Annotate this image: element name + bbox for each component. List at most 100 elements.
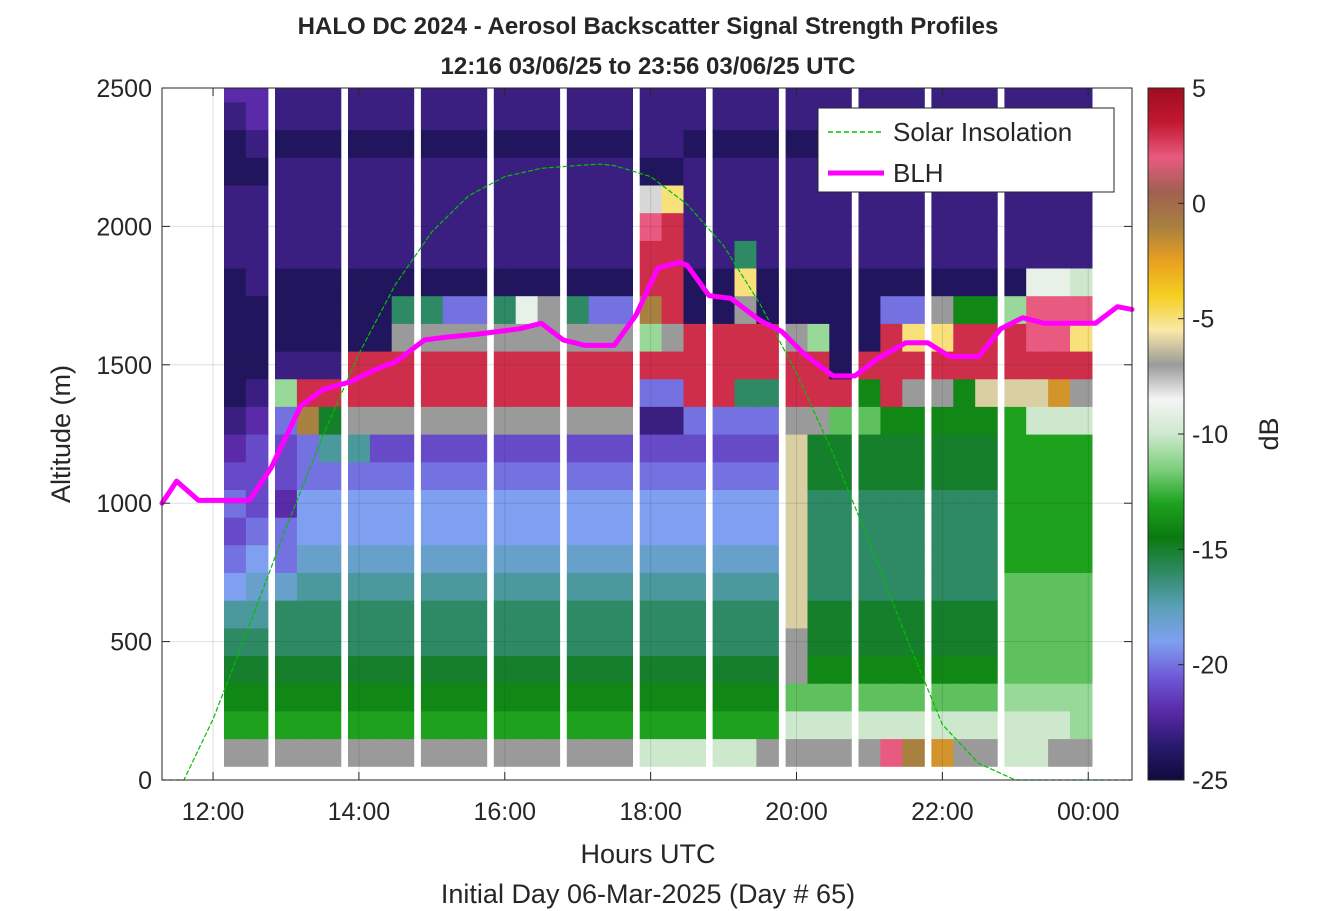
heatmap-cell: [318, 295, 342, 324]
heatmap-cell: [639, 240, 663, 269]
heatmap-cell: [537, 267, 561, 297]
heatmap-cell: [493, 129, 517, 158]
heatmap-cell: [661, 544, 685, 573]
heatmap-cell: [610, 157, 633, 186]
heatmap-cell: [1004, 544, 1027, 573]
blh-line: [159, 259, 1135, 506]
heatmap-cell: [442, 351, 466, 380]
colorbar: 5 0 -5 -10 -15 -20 -25 dB: [1147, 75, 1284, 795]
heatmap-cell: [829, 212, 852, 241]
heatmap-cell: [880, 351, 903, 380]
heatmap-cell: [442, 295, 466, 324]
heatmap-cell: [931, 378, 954, 407]
heatmap-cell: [931, 489, 954, 518]
heatmap-cell: [296, 655, 320, 684]
heatmap-cell: [953, 710, 976, 740]
heatmap-cell: [734, 157, 757, 186]
heatmap-cell: [858, 544, 881, 573]
heatmap-cell: [369, 240, 393, 269]
heatmap-cell: [515, 627, 539, 657]
heatmap-cell: [785, 406, 809, 435]
heatmap-cell: [807, 267, 830, 297]
heatmap-cell: [588, 212, 612, 241]
heatmap-cell: [829, 710, 852, 740]
heatmap-cell: [1004, 378, 1027, 407]
heatmap-cell: [588, 655, 612, 684]
heatmap-cell: [975, 323, 998, 352]
heatmap-cell: [1070, 351, 1093, 380]
heatmap-cell: [756, 267, 779, 297]
heatmap-cell: [245, 544, 269, 573]
heatmap-cell: [712, 406, 736, 435]
heatmap-cell: [683, 517, 706, 546]
heatmap-cell: [420, 101, 444, 131]
heatmap-cell: [369, 295, 393, 324]
heatmap-cell: [610, 129, 633, 158]
heatmap-cell: [734, 600, 757, 629]
solar-insolation-line: [161, 163, 1133, 781]
heatmap-cell: [566, 434, 590, 463]
heatmap-cell: [537, 378, 561, 407]
heatmap-cell: [464, 738, 488, 767]
heatmap-cell: [953, 544, 976, 573]
heatmap-cell: [829, 378, 852, 407]
heatmap-cell: [734, 544, 757, 573]
heatmap-cell: [348, 240, 371, 269]
heatmap-cell: [807, 434, 830, 463]
heatmap-cell: [566, 544, 590, 573]
heatmap-cell: [712, 184, 736, 214]
y-tick-label: 1500: [96, 352, 152, 380]
heatmap-cell: [318, 461, 342, 490]
heatmap-cell: [369, 517, 393, 546]
heatmap-cell: [420, 489, 444, 518]
heatmap-cell: [975, 88, 998, 103]
heatmap-cell: [756, 627, 779, 657]
heatmap-cell: [880, 655, 903, 684]
heatmap-cell: [953, 517, 976, 546]
heatmap-cell: [464, 544, 488, 573]
heatmap-cell: [953, 489, 976, 518]
heatmap-cell: [1048, 738, 1071, 767]
x-axis-sublabel: Initial Day 06-Mar-2025 (Day # 65): [441, 879, 855, 909]
heatmap-cell: [420, 683, 444, 712]
heatmap-cell: [348, 129, 371, 158]
heatmap-cell: [1026, 88, 1049, 103]
heatmap-cell: [953, 323, 976, 352]
heatmap-cell: [296, 710, 320, 740]
heatmap-cell: [420, 129, 444, 158]
heatmap-cell: [807, 212, 830, 241]
heatmap-cell: [661, 323, 685, 352]
heatmap-cell: [275, 88, 298, 103]
heatmap-cell: [639, 434, 663, 463]
heatmap-cell: [442, 378, 466, 407]
heatmap-cell: [515, 738, 539, 767]
heatmap-cell: [1048, 267, 1071, 297]
heatmap-cell: [493, 157, 517, 186]
heatmap-cell: [858, 710, 881, 740]
heatmap-cell: [880, 710, 903, 740]
heatmap-cell: [493, 212, 517, 241]
heatmap-cell: [880, 517, 903, 546]
heatmap-cell: [807, 544, 830, 573]
heatmap-cell: [1048, 710, 1071, 740]
heatmap-cell: [566, 738, 590, 767]
heatmap-cell: [296, 129, 320, 158]
heatmap-cell: [661, 655, 685, 684]
heatmap-cell: [224, 572, 247, 601]
heatmap-cell: [420, 572, 444, 601]
heatmap-cell: [1048, 240, 1071, 269]
legend: Solar Insolation BLH: [817, 107, 1115, 193]
heatmap-cell: [902, 655, 925, 684]
heatmap-cell: [880, 600, 903, 629]
heatmap-cell: [931, 212, 954, 241]
heatmap-cell: [493, 434, 517, 463]
heatmap-cell: [683, 710, 706, 740]
heatmap-cell: [566, 101, 590, 131]
heatmap-cell: [639, 378, 663, 407]
heatmap-cell: [275, 517, 298, 546]
heatmap-cell: [858, 88, 881, 103]
heatmap-cell: [348, 406, 371, 435]
heatmap-cell: [348, 295, 371, 324]
heatmap-cell: [1048, 461, 1071, 490]
heatmap-cell: [975, 572, 998, 601]
